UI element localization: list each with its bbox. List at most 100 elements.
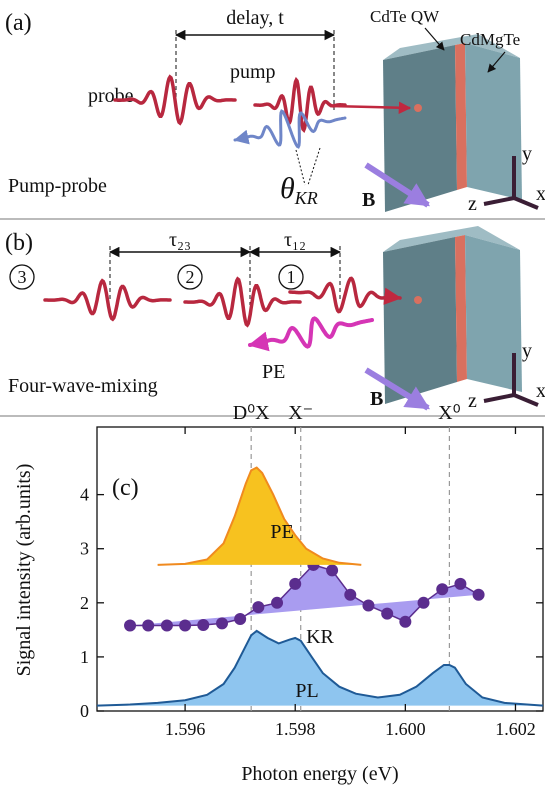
angle-lines (295, 147, 321, 186)
wave-packet (113, 74, 237, 126)
data-point (436, 583, 449, 596)
x-tick-label: 1.598 (275, 719, 316, 739)
peak-label: D⁰X (233, 402, 270, 424)
y-tick-label: 3 (80, 539, 89, 559)
pulse-number: 1 (287, 267, 296, 287)
wave-packet (253, 76, 347, 133)
axis-name: x (536, 380, 545, 402)
chart: Photon energy (eV) Signal intensity (arb… (13, 402, 544, 785)
data-point (124, 619, 137, 632)
data-point (399, 615, 412, 628)
kerr-angle: θKR (280, 172, 318, 208)
axis-name: y (522, 340, 532, 362)
data-point (326, 564, 339, 577)
beam-spot (414, 104, 422, 112)
data-point (215, 617, 228, 630)
panel-title: Pump-probe (8, 175, 107, 197)
axis-name: z (468, 193, 477, 215)
panel-title: Four-wave-mixing (8, 375, 158, 397)
beam-spot (414, 296, 422, 304)
quantum-well (455, 43, 467, 190)
y-tick-label: 0 (80, 701, 89, 721)
pulse-number: 2 (186, 267, 195, 287)
axis-name: x (536, 183, 545, 205)
axis-z (483, 196, 515, 206)
axis-name: z (468, 390, 477, 412)
x-axis-label: Photon energy (eV) (241, 763, 398, 785)
axis-name: y (522, 143, 532, 165)
quantum-well (455, 235, 467, 382)
axis-x (513, 196, 539, 210)
data-point (197, 618, 210, 631)
y-tick-label: 2 (80, 593, 89, 613)
data-point (142, 619, 155, 632)
series-line (157, 466, 362, 566)
panel-b: (b) τ₂₃ τ₁₂ 3 2 1 PE Four-wave-mixing B … (0, 226, 545, 417)
data-point (381, 607, 394, 620)
pointer (424, 27, 445, 51)
data-point (289, 577, 302, 590)
series-label: PE (270, 521, 293, 543)
barrier-label: CdMgTe (460, 30, 520, 49)
y-tick-label: 1 (80, 647, 89, 667)
pulse-circle (278, 264, 304, 290)
area-fill (157, 467, 362, 565)
sample (383, 34, 522, 212)
x-tick-label: 1.596 (165, 719, 206, 739)
box-side (465, 235, 522, 392)
panel-a: (a) delay, t probe pump θKR Pump-probe C… (0, 7, 545, 220)
probe-label: probe (88, 85, 134, 107)
field-arrow (364, 162, 431, 208)
delay-label: delay, t (226, 7, 284, 29)
box-side (465, 43, 522, 200)
box-top (383, 226, 520, 252)
wave-packet (248, 316, 374, 352)
y-axis-label: Signal intensity (arb.units) (13, 464, 35, 677)
sample (383, 226, 522, 404)
data-point (271, 596, 284, 609)
echo-label: PE (262, 361, 285, 383)
axes-triad: xy z (468, 340, 545, 412)
area-fill (97, 630, 543, 706)
wave-packet (43, 278, 172, 322)
series-label: PL (295, 680, 318, 702)
box-front (383, 45, 457, 212)
data-point (472, 588, 485, 601)
box-top (383, 34, 520, 60)
peak-label: X⁰ (438, 402, 460, 424)
axis-x (513, 393, 539, 407)
series-label: KR (306, 626, 334, 648)
pulse-number: 3 (18, 267, 27, 287)
data-point (160, 619, 173, 632)
panel-label: (b) (5, 230, 33, 256)
x-tick-label: 1.602 (495, 719, 536, 739)
field-label: B (362, 189, 375, 211)
delay-label: τ₁₂ (284, 229, 306, 251)
plot-frame (96, 426, 544, 712)
wave-packet (183, 276, 302, 328)
panel-label: (a) (5, 10, 32, 36)
qw-label: CdTe QW (370, 7, 440, 26)
data-point (179, 619, 192, 632)
data-point (454, 577, 467, 590)
data-point (344, 588, 357, 601)
data-point (252, 601, 265, 614)
pointer (487, 51, 506, 73)
peak-label: X⁻ (288, 402, 313, 424)
pulse-circle (9, 264, 35, 290)
box-front (383, 237, 457, 404)
wave-packet (233, 109, 347, 149)
pump-label: pump (230, 61, 276, 83)
field-arrow (364, 367, 431, 411)
axis-z (483, 393, 515, 403)
x-tick-label: 1.600 (385, 719, 426, 739)
beam-arrow (329, 101, 412, 114)
series-line (96, 629, 544, 707)
delay-label: τ₂₃ (169, 229, 191, 251)
data-point (417, 596, 430, 609)
panel-label: (c) (112, 475, 139, 501)
axes-triad: xy z (468, 143, 545, 215)
y-tick-label: 4 (80, 485, 89, 505)
field-label: B (370, 388, 383, 410)
